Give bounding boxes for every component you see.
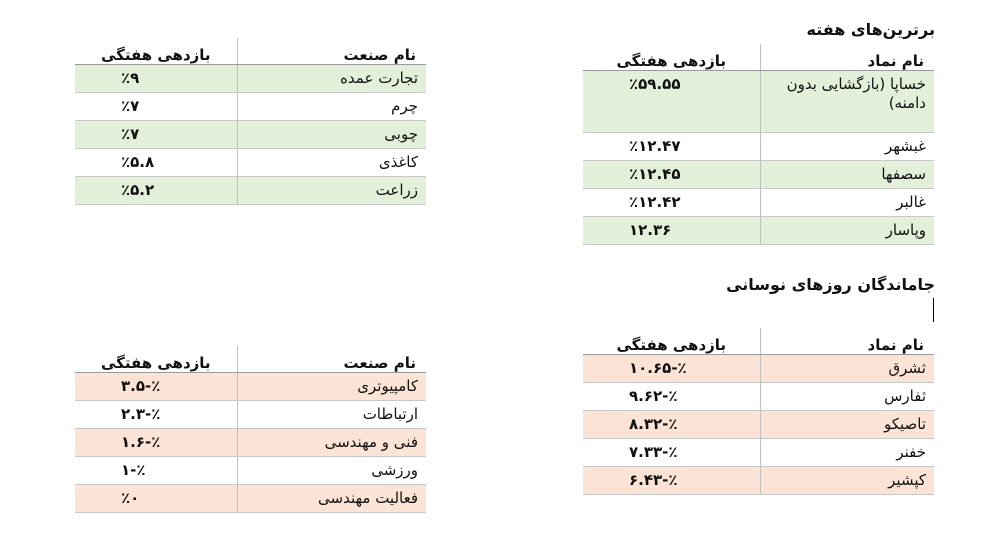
table-row: سصفها ٪۱۲.۴۵ (583, 160, 934, 189)
weekly-return: ۱۲.۳۶ (583, 216, 761, 245)
top-industries-table: نام صنعت بازدهی هفتگی تجارت عمده ٪۹ چرم … (75, 38, 426, 205)
symbol-name: ثفارس (760, 382, 934, 411)
weekly-return: ٪۹ (75, 64, 238, 93)
industry-name: ارتباطات (237, 400, 426, 429)
table-header-row: نام صنعت بازدهی هفتگی (75, 38, 426, 65)
col-header-symbol-name: نام نماد (760, 328, 934, 355)
symbol-name: غالبر (760, 188, 934, 217)
laggard-symbols-heading: جاماندگان روزهای نوسانی (726, 275, 935, 294)
table-row: غبشهر ٪۱۲.۴۷ (583, 132, 934, 161)
weekly-return: ٪۷ (75, 92, 238, 121)
industry-name: زراعت (237, 176, 426, 205)
col-header-symbol-name: نام نماد (760, 44, 934, 71)
industry-name: کاغذی (237, 148, 426, 177)
weekly-return: ٪-۱ (75, 456, 238, 485)
weekly-return: ٪۵۹.۵۵ (583, 70, 761, 133)
table-header-row: نام نماد بازدهی هفتگی (583, 44, 934, 71)
symbol-name: وپاسار (760, 216, 934, 245)
weekly-return: ٪۱۲.۴۵ (583, 160, 761, 189)
industry-name: تجارت عمده (237, 64, 426, 93)
industry-name: چوبی (237, 120, 426, 149)
laggard-industries-table-wrap: نام صنعت بازدهی هفتگی کامپیوتری ٪-۳.۵ ار… (75, 346, 426, 513)
table-row: غالبر ٪۱۲.۴۲ (583, 188, 934, 217)
col-header-weekly-return: بازدهی هفتگی (583, 328, 761, 355)
laggard-industries-table: نام صنعت بازدهی هفتگی کامپیوتری ٪-۳.۵ ار… (75, 346, 426, 513)
table-row: فعالیت مهندسی ٪۰ (75, 484, 426, 513)
top-symbols-table-wrap: نام نماد بازدهی هفتگی خساپا (بازگشایی بد… (583, 44, 934, 245)
weekly-return: ٪-۳.۵ (75, 372, 238, 401)
industry-name: فنی و مهندسی (237, 428, 426, 457)
symbol-name: تاصیکو (760, 410, 934, 439)
table-row: چرم ٪۷ (75, 92, 426, 121)
col-header-weekly-return: بازدهی هفتگی (583, 44, 761, 71)
laggard-symbols-table: نام نماد بازدهی هفتگی ثشرق ٪-۱۰.۶۵ ثفارس… (583, 328, 934, 495)
table-row: کپشیر ٪-۶.۴۳ (583, 466, 934, 495)
weekly-return: ٪۵.۲ (75, 176, 238, 205)
weekly-return: ٪۱۲.۴۷ (583, 132, 761, 161)
symbol-name: ثشرق (760, 354, 934, 383)
table-row: ثفارس ٪-۹.۶۲ (583, 382, 934, 411)
weekly-return: ٪۱۲.۴۲ (583, 188, 761, 217)
table-row: خساپا (بازگشایی بدون دامنه) ٪۵۹.۵۵ (583, 70, 934, 133)
symbol-name: خساپا (بازگشایی بدون دامنه) (760, 70, 934, 133)
weekly-return: ٪-۷.۳۳ (583, 438, 761, 467)
table-row: فنی و مهندسی ٪-۱.۶ (75, 428, 426, 457)
top-symbols-table: نام نماد بازدهی هفتگی خساپا (بازگشایی بد… (583, 44, 934, 245)
industry-name: چرم (237, 92, 426, 121)
top-symbols-heading: برترین‌های هفته (806, 20, 935, 39)
table-row: ارتباطات ٪-۲.۳ (75, 400, 426, 429)
col-header-weekly-return: بازدهی هفتگی (75, 38, 238, 65)
weekly-return: ٪۵.۸ (75, 148, 238, 177)
weekly-return: ٪-۶.۴۳ (583, 466, 761, 495)
table-header-row: نام نماد بازدهی هفتگی (583, 328, 934, 355)
top-industries-table-wrap: نام صنعت بازدهی هفتگی تجارت عمده ٪۹ چرم … (75, 38, 426, 205)
laggard-symbols-table-wrap: نام نماد بازدهی هفتگی ثشرق ٪-۱۰.۶۵ ثفارس… (583, 328, 934, 495)
industry-name: کامپیوتری (237, 372, 426, 401)
table-row: چوبی ٪۷ (75, 120, 426, 149)
table-row: کاغذی ٪۵.۸ (75, 148, 426, 177)
table-header-row: نام صنعت بازدهی هفتگی (75, 346, 426, 373)
symbol-name: کپشیر (760, 466, 934, 495)
industry-name: فعالیت مهندسی (237, 484, 426, 513)
symbol-name: خفنر (760, 438, 934, 467)
weekly-return: ٪۷ (75, 120, 238, 149)
col-header-weekly-return: بازدهی هفتگی (75, 346, 238, 373)
table-row: وپاسار ۱۲.۳۶ (583, 216, 934, 245)
industry-name: ورزشی (237, 456, 426, 485)
table-row: کامپیوتری ٪-۳.۵ (75, 372, 426, 401)
table-row: تاصیکو ٪-۸.۳۲ (583, 410, 934, 439)
weekly-return: ٪-۱۰.۶۵ (583, 354, 761, 383)
col-header-industry-name: نام صنعت (237, 38, 426, 65)
weekly-return: ٪-۱.۶ (75, 428, 238, 457)
symbol-name: سصفها (760, 160, 934, 189)
weekly-return: ٪-۸.۳۲ (583, 410, 761, 439)
weekly-return: ٪۰ (75, 484, 238, 513)
weekly-return: ٪-۹.۶۲ (583, 382, 761, 411)
symbol-name: غبشهر (760, 132, 934, 161)
text-cursor (933, 298, 934, 322)
table-row: تجارت عمده ٪۹ (75, 64, 426, 93)
col-header-industry-name: نام صنعت (237, 346, 426, 373)
table-row: خفنر ٪-۷.۳۳ (583, 438, 934, 467)
weekly-return: ٪-۲.۳ (75, 400, 238, 429)
table-row: زراعت ٪۵.۲ (75, 176, 426, 205)
table-row: ورزشی ٪-۱ (75, 456, 426, 485)
table-row: ثشرق ٪-۱۰.۶۵ (583, 354, 934, 383)
